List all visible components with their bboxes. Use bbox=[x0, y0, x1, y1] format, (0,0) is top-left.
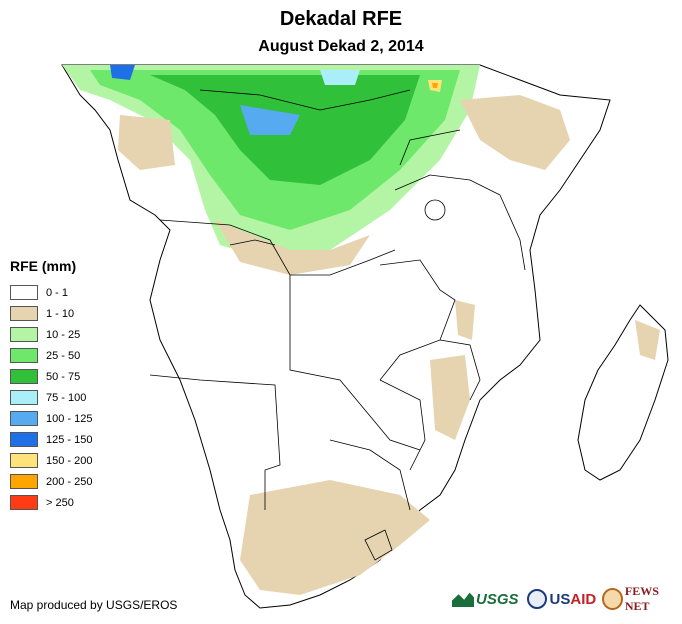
rainfall-zone-1-10 bbox=[430, 355, 470, 440]
legend-item: 150 - 200 bbox=[10, 450, 92, 471]
legend-swatch bbox=[10, 411, 38, 426]
map-credit: Map produced by USGS/EROS bbox=[10, 598, 178, 612]
fews-net-seal-icon bbox=[602, 588, 623, 610]
legend-swatch bbox=[10, 432, 38, 447]
legend-label: 75 - 100 bbox=[46, 391, 87, 404]
country-borders bbox=[149, 89, 526, 561]
usgs-wave-icon bbox=[452, 592, 474, 607]
legend-item: 75 - 100 bbox=[10, 387, 92, 408]
legend-title: RFE (mm) bbox=[10, 258, 77, 274]
legend-item: 25 - 50 bbox=[10, 345, 92, 366]
legend-label: 0 - 1 bbox=[46, 286, 69, 299]
legend-item: 50 - 75 bbox=[10, 366, 92, 387]
rainfall-zone-200-250 bbox=[432, 83, 438, 88]
legend-item: 125 - 150 bbox=[10, 429, 92, 450]
legend-swatch bbox=[10, 453, 38, 468]
legend-label: 10 - 25 bbox=[46, 328, 81, 341]
legend-label: 50 - 75 bbox=[46, 370, 81, 383]
usaid-seal-icon bbox=[526, 589, 547, 609]
legend-swatch bbox=[10, 348, 38, 363]
legend-swatch bbox=[10, 369, 38, 384]
rainfall-zone-1-10 bbox=[215, 220, 370, 275]
legend-swatch bbox=[10, 306, 38, 321]
legend-rows: 0 - 1 1 - 10 10 - 25 25 - 50 50 - 75 75 - 100… bbox=[10, 282, 92, 513]
rainfall-zone-125-150 bbox=[110, 65, 135, 80]
legend-swatch bbox=[10, 474, 38, 489]
fews-net-logo: FEWS NET bbox=[602, 584, 682, 614]
rainfall-zone-75-100 bbox=[320, 70, 360, 85]
map-subtitle: August Dekad 2, 2014 bbox=[258, 38, 424, 55]
legend-item: 10 - 25 bbox=[10, 324, 92, 345]
legend-swatch bbox=[10, 495, 38, 510]
legend-item: 200 - 250 bbox=[10, 471, 92, 492]
usaid-logo: USAID bbox=[526, 589, 597, 609]
usgs-logo-text: USGS bbox=[476, 590, 519, 608]
legend-swatch bbox=[10, 285, 38, 300]
rainfall-zone-1-10 bbox=[635, 320, 660, 360]
legend-label: > 250 bbox=[46, 496, 74, 509]
legend-label: 150 - 200 bbox=[46, 454, 93, 467]
legend-label: 125 - 150 bbox=[46, 433, 93, 446]
rainfall-zone-100-125 bbox=[240, 105, 300, 135]
usgs-logo: USGS bbox=[452, 591, 519, 608]
logo-bar: USGS USAID FEWS NET bbox=[452, 584, 682, 614]
africa-landmass bbox=[61, 64, 611, 609]
rainfall-zone-1-10 bbox=[118, 115, 175, 170]
map-title: Dekadal RFE bbox=[279, 8, 403, 30]
fews-net-logo-text: FEWS NET bbox=[624, 584, 659, 613]
legend-item: 0 - 1 bbox=[10, 282, 92, 303]
rainfall-zone-1-10 bbox=[455, 300, 475, 340]
legend-label: 25 - 50 bbox=[46, 349, 81, 362]
legend-label: 1 - 10 bbox=[46, 307, 75, 320]
usaid-logo-text: USAID bbox=[549, 590, 597, 608]
legend-label: 100 - 125 bbox=[46, 412, 93, 425]
legend-label: 200 - 250 bbox=[46, 475, 93, 488]
rainfall-zone-1-10 bbox=[460, 95, 570, 170]
lake-victoria bbox=[424, 199, 446, 221]
legend: RFE (mm) 0 - 1 1 - 10 10 - 25 25 - 50 50 - 7… bbox=[10, 258, 92, 513]
rainfall-zone-1-10 bbox=[240, 480, 430, 595]
legend-swatch bbox=[10, 390, 38, 405]
legend-item: > 250 bbox=[10, 492, 92, 513]
legend-item: 1 - 10 bbox=[10, 303, 92, 324]
legend-swatch bbox=[10, 327, 38, 342]
legend-item: 100 - 125 bbox=[10, 408, 92, 429]
